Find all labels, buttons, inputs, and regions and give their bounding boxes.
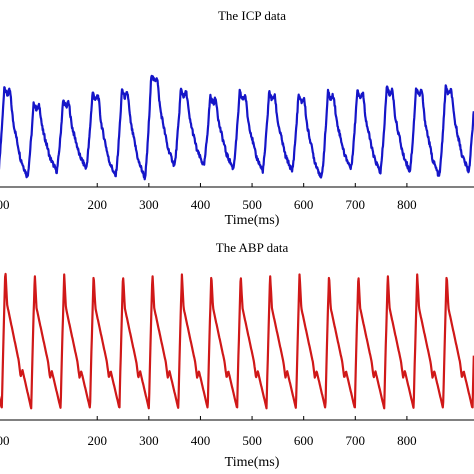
x-tick-label: 800 [397, 197, 417, 212]
abp-title: The ABP data [216, 240, 289, 255]
x-tick-label: 300 [139, 433, 159, 448]
abp-panel: The ABP data 00 200 300 400 500 600 700 800 Tim… [0, 240, 474, 470]
x-tick-label: 00 [0, 197, 10, 212]
x-tick-label: 200 [87, 197, 107, 212]
x-tick-label: 700 [346, 433, 366, 448]
icp-x-label: Time(ms) [225, 213, 280, 228]
x-tick-label: 400 [191, 433, 211, 448]
abp-x-ticks: 00 200 300 400 500 600 700 800 [0, 416, 417, 448]
icp-x-ticks: 00 200 300 400 500 600 700 800 [0, 183, 417, 212]
abp-series-line [0, 272, 474, 410]
x-tick-label: 600 [294, 197, 314, 212]
x-tick-label: 500 [242, 433, 262, 448]
x-tick-label: 500 [242, 197, 262, 212]
icp-panel: The ICP data 00 200 300 400 500 600 700 800 Tim… [0, 8, 474, 228]
icp-series-line [0, 74, 474, 181]
x-tick-label: 700 [346, 197, 366, 212]
x-tick-label: 200 [87, 433, 107, 448]
x-tick-label: 400 [191, 197, 211, 212]
abp-x-label: Time(ms) [225, 455, 280, 470]
icp-title: The ICP data [218, 8, 286, 23]
x-tick-label: 00 [0, 433, 10, 448]
x-tick-label: 800 [397, 433, 417, 448]
x-tick-label: 600 [294, 433, 314, 448]
x-tick-label: 300 [139, 197, 159, 212]
